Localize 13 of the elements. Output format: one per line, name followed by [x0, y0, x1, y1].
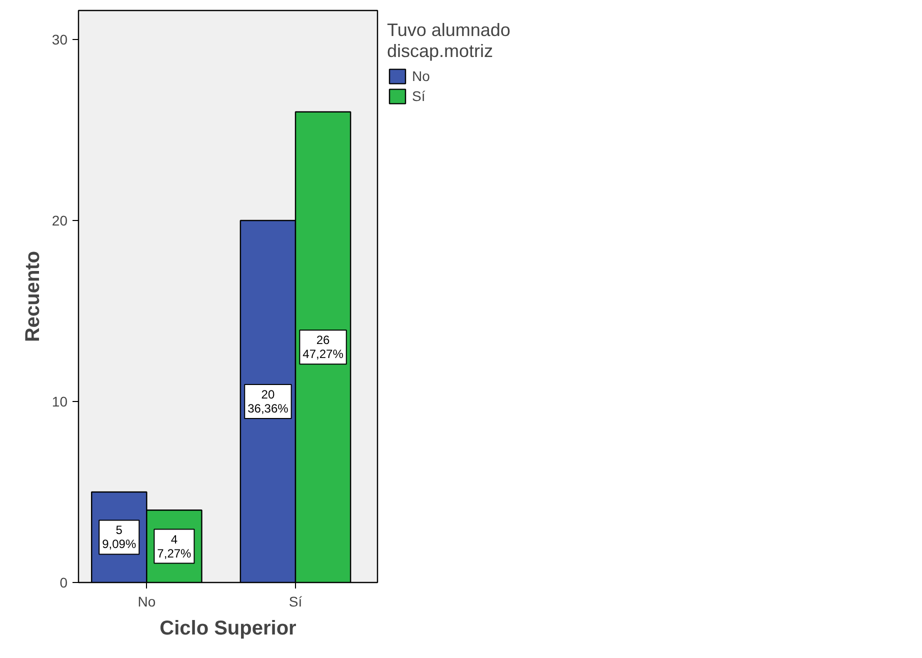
data-label: 20 36,36% [248, 387, 289, 416]
y-tick-label: 10 [52, 393, 68, 410]
data-label: 26 47,27% [302, 333, 344, 362]
x-axis-title: Ciclo Superior [160, 618, 297, 640]
y-axis-title: Recuento [22, 250, 44, 342]
legend-title: Tuvo alumnado discap.motriz [387, 20, 510, 62]
legend-label: No [412, 68, 431, 84]
legend-label: Sí [412, 88, 426, 104]
y-tick-label: 0 [60, 574, 68, 590]
data-label: 5 9,09% [102, 523, 136, 552]
data-label: 4 7,27% [157, 532, 192, 560]
y-tick-label: 20 [52, 212, 68, 228]
y-tick-label: 30 [52, 31, 68, 48]
